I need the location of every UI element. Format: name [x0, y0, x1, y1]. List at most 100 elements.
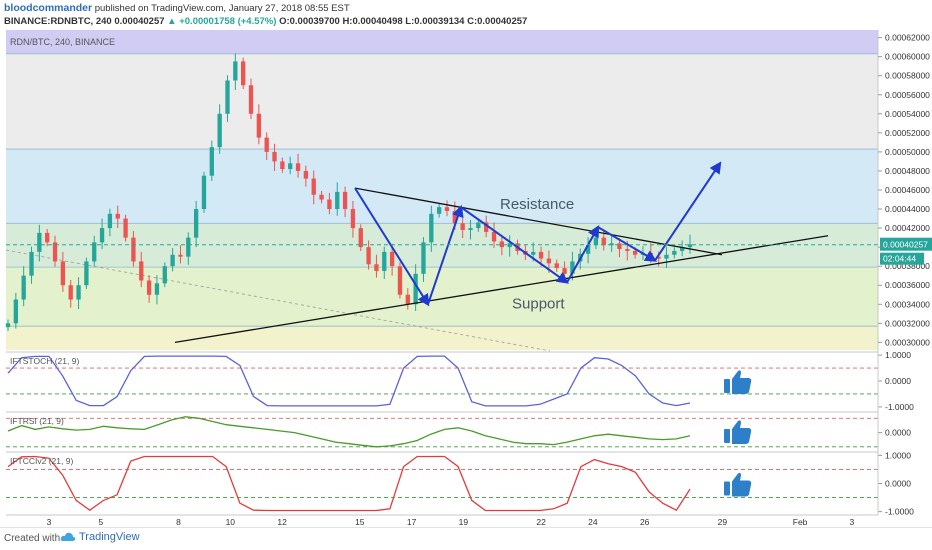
candle-body [209, 147, 214, 176]
thumbs-up-cuff [724, 429, 730, 443]
candle-body [29, 251, 34, 276]
created-with-label: Created with [4, 533, 61, 544]
candle-body [350, 209, 356, 229]
candle-body [21, 275, 26, 300]
candle-body [319, 194, 324, 200]
oscillator-title: IFTCCIv2 (21, 9) [10, 456, 73, 466]
symbol-label: BINANCE:RDNBTC, 240 [4, 16, 112, 27]
main-pane-title: RDN/BTC, 240, BINANCE [10, 37, 115, 47]
time-axis-label: 3 [47, 517, 52, 527]
candle-body [225, 80, 230, 114]
oscillator-axis-label: 1.0000 [885, 350, 911, 360]
axes-layer: 0.00062000 0.00060000 0.00058000 0.00056000… [6, 30, 932, 527]
candle-body [366, 247, 371, 265]
zone-boundary-lines [5, 53, 878, 352]
price-axis-label: 0.00044000 [885, 204, 930, 214]
time-axis-label: 12 [277, 517, 287, 527]
tradingview-brand: TradingView [79, 531, 140, 543]
time-axis-label: 19 [459, 517, 469, 527]
price-zone-band [6, 30, 878, 54]
candle-body [382, 251, 387, 271]
price-axis-label: 0.00050000 [885, 147, 930, 157]
oscillator-panes: IFTSTOCH (21, 9) 1.0000 0.0000 -1.0000 IFTRS… [6, 350, 914, 517]
support-label: Support [512, 295, 565, 312]
price-axis-label: 0.00042000 [885, 223, 930, 233]
candle-body [656, 256, 661, 259]
candle-body [311, 178, 316, 195]
oscillator-line [7, 416, 691, 448]
candle-body [476, 222, 481, 229]
thumbs-up-icon [724, 420, 752, 444]
change-arrow-icon: ▲ [167, 16, 177, 27]
tradingview-logo-link[interactable]: TradingView [60, 531, 140, 543]
candle-body [178, 254, 183, 257]
time-axis-label: 8 [176, 517, 181, 527]
thumbs-up-hand [732, 472, 752, 497]
last-price: 0.00040257 [114, 16, 165, 27]
oscillator-axis-label: -1.0000 [885, 507, 914, 517]
symbol-header: BINANCE:RDNBTC, 240 0.00040257 ▲ +0.0000… [4, 16, 527, 28]
candle-body [687, 244, 693, 248]
candle-body [436, 207, 442, 214]
oscillator-axis-label: 0.0000 [885, 479, 911, 489]
oscillator-title: IFTSTOCH (21, 9) [10, 356, 79, 366]
candle-body [99, 228, 105, 243]
candle-body [107, 213, 113, 229]
candle-body [139, 261, 144, 281]
price-axis-label: 0.00036000 [885, 280, 930, 290]
candle-body [405, 294, 410, 305]
candle-body [60, 261, 66, 286]
candle-body [13, 299, 18, 324]
resistance-label: Resistance [500, 196, 574, 213]
price-axis-label: 0.00056000 [885, 90, 930, 100]
candle-body [131, 237, 136, 262]
price-axis-label: 0.00054000 [885, 109, 930, 119]
price-axis-label: 0.00048000 [885, 166, 930, 176]
time-axis-label: 24 [588, 517, 598, 527]
candle-body [154, 283, 160, 295]
support-trendline [174, 235, 829, 344]
author-link[interactable]: bloodcommander [4, 2, 93, 14]
last-price-badge-label: 0.00040257 [883, 240, 928, 250]
candle-body [272, 151, 277, 162]
candle-body [241, 61, 246, 86]
time-axis-label: 10 [226, 517, 236, 527]
candle-body [146, 280, 152, 295]
candle-body [84, 261, 89, 286]
candle-body [5, 323, 11, 328]
price-axis-label: 0.00034000 [885, 299, 930, 309]
price-change: +0.00001758 (+4.57%) [179, 16, 277, 27]
chart-area[interactable]: Resistance Support IFTSTOCH (21, 9) 1.000… [0, 0, 932, 528]
candle-body [68, 285, 73, 300]
price-axis-label: 0.00030000 [885, 337, 930, 347]
trendline-layer[interactable] [174, 187, 829, 344]
price-axis-label: 0.00060000 [885, 52, 930, 62]
candle-body [546, 258, 552, 264]
price-zone-band [6, 53, 878, 150]
candle-body [507, 243, 512, 248]
oscillator-axis-label: 1.0000 [885, 450, 911, 460]
time-axis-label: 22 [536, 517, 546, 527]
pattern-arrows[interactable] [354, 161, 722, 307]
candle-body [562, 268, 567, 274]
price-zone-band [6, 267, 878, 327]
ohlc-values: O:0.00039700 H:0.00040498 L:0.00039134 C… [279, 16, 528, 27]
oscillator-line [7, 455, 691, 512]
candle-body [421, 242, 426, 274]
pattern-arrow [597, 226, 658, 262]
oscillator-axis-label: 0.0000 [885, 428, 911, 438]
thumbs-up-hand [732, 420, 752, 444]
price-axis-label: 0.00058000 [885, 71, 930, 81]
oscillator-title: IFTRSI (21, 9) [10, 416, 64, 426]
pattern-arrow [427, 204, 464, 305]
candle-body [288, 163, 293, 170]
candle-body [186, 237, 191, 257]
candle-body [593, 237, 599, 246]
countdown-badge [880, 252, 924, 265]
pattern-arrow [354, 187, 430, 307]
candle-body [374, 264, 379, 271]
candle-body [554, 263, 559, 269]
time-axis-label: 26 [640, 517, 650, 527]
publish-header: bloodcommander published on TradingView.… [4, 2, 350, 15]
time-axis-label: 5 [98, 517, 103, 527]
